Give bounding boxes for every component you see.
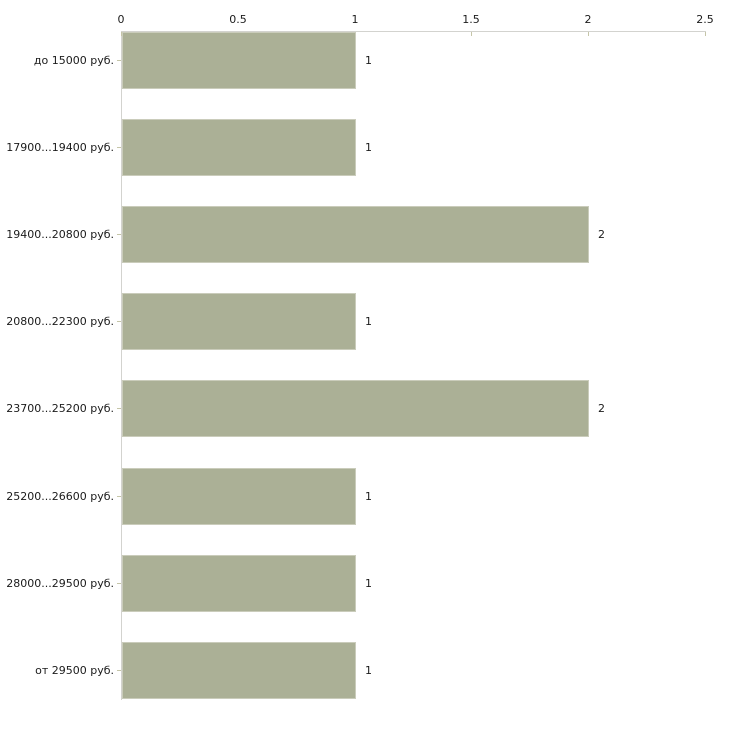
bar [122, 206, 589, 263]
chart-row: 23700...25200 руб.2 [122, 380, 706, 437]
y-tick-mark [117, 147, 121, 148]
chart-row: 20800...22300 руб.1 [122, 293, 706, 350]
y-tick-mark [117, 583, 121, 584]
category-label: 23700...25200 руб. [0, 380, 114, 437]
x-tick-label: 0.5 [229, 13, 247, 27]
bar [122, 119, 356, 176]
chart-row: до 15000 руб.1 [122, 32, 706, 89]
bar [122, 555, 356, 612]
x-tick-label: 1.5 [462, 13, 480, 27]
x-tick-label: 2 [585, 13, 592, 27]
y-tick-mark [117, 408, 121, 409]
category-label: 17900...19400 руб. [0, 119, 114, 176]
chart-row: 17900...19400 руб.1 [122, 119, 706, 176]
x-tick-label: 1 [352, 13, 359, 27]
category-label: до 15000 руб. [0, 32, 114, 89]
value-label: 1 [365, 119, 372, 176]
bar-chart: 00.511.522.5 до 15000 руб.117900...19400… [0, 0, 730, 730]
value-label: 1 [365, 293, 372, 350]
value-label: 1 [365, 468, 372, 525]
value-label: 2 [598, 206, 605, 263]
y-tick-mark [117, 60, 121, 61]
bar [122, 642, 356, 699]
chart-row: 25200...26600 руб.1 [122, 468, 706, 525]
chart-row: от 29500 руб.1 [122, 642, 706, 699]
y-tick-mark [117, 670, 121, 671]
bar [122, 32, 356, 89]
bar [122, 380, 589, 437]
category-label: 28000...29500 руб. [0, 555, 114, 612]
category-label: 20800...22300 руб. [0, 293, 114, 350]
value-label: 1 [365, 32, 372, 89]
value-label: 1 [365, 642, 372, 699]
chart-row: 19400...20800 руб.2 [122, 206, 706, 263]
y-tick-mark [117, 321, 121, 322]
x-tick-label: 2.5 [696, 13, 714, 27]
category-label: 25200...26600 руб. [0, 468, 114, 525]
bar [122, 293, 356, 350]
category-label: от 29500 руб. [0, 642, 114, 699]
chart-row: 28000...29500 руб.1 [122, 555, 706, 612]
x-tick-label: 0 [118, 13, 125, 27]
y-tick-mark [117, 234, 121, 235]
value-label: 2 [598, 380, 605, 437]
category-label: 19400...20800 руб. [0, 206, 114, 263]
value-label: 1 [365, 555, 372, 612]
y-tick-mark [117, 496, 121, 497]
bar [122, 468, 356, 525]
